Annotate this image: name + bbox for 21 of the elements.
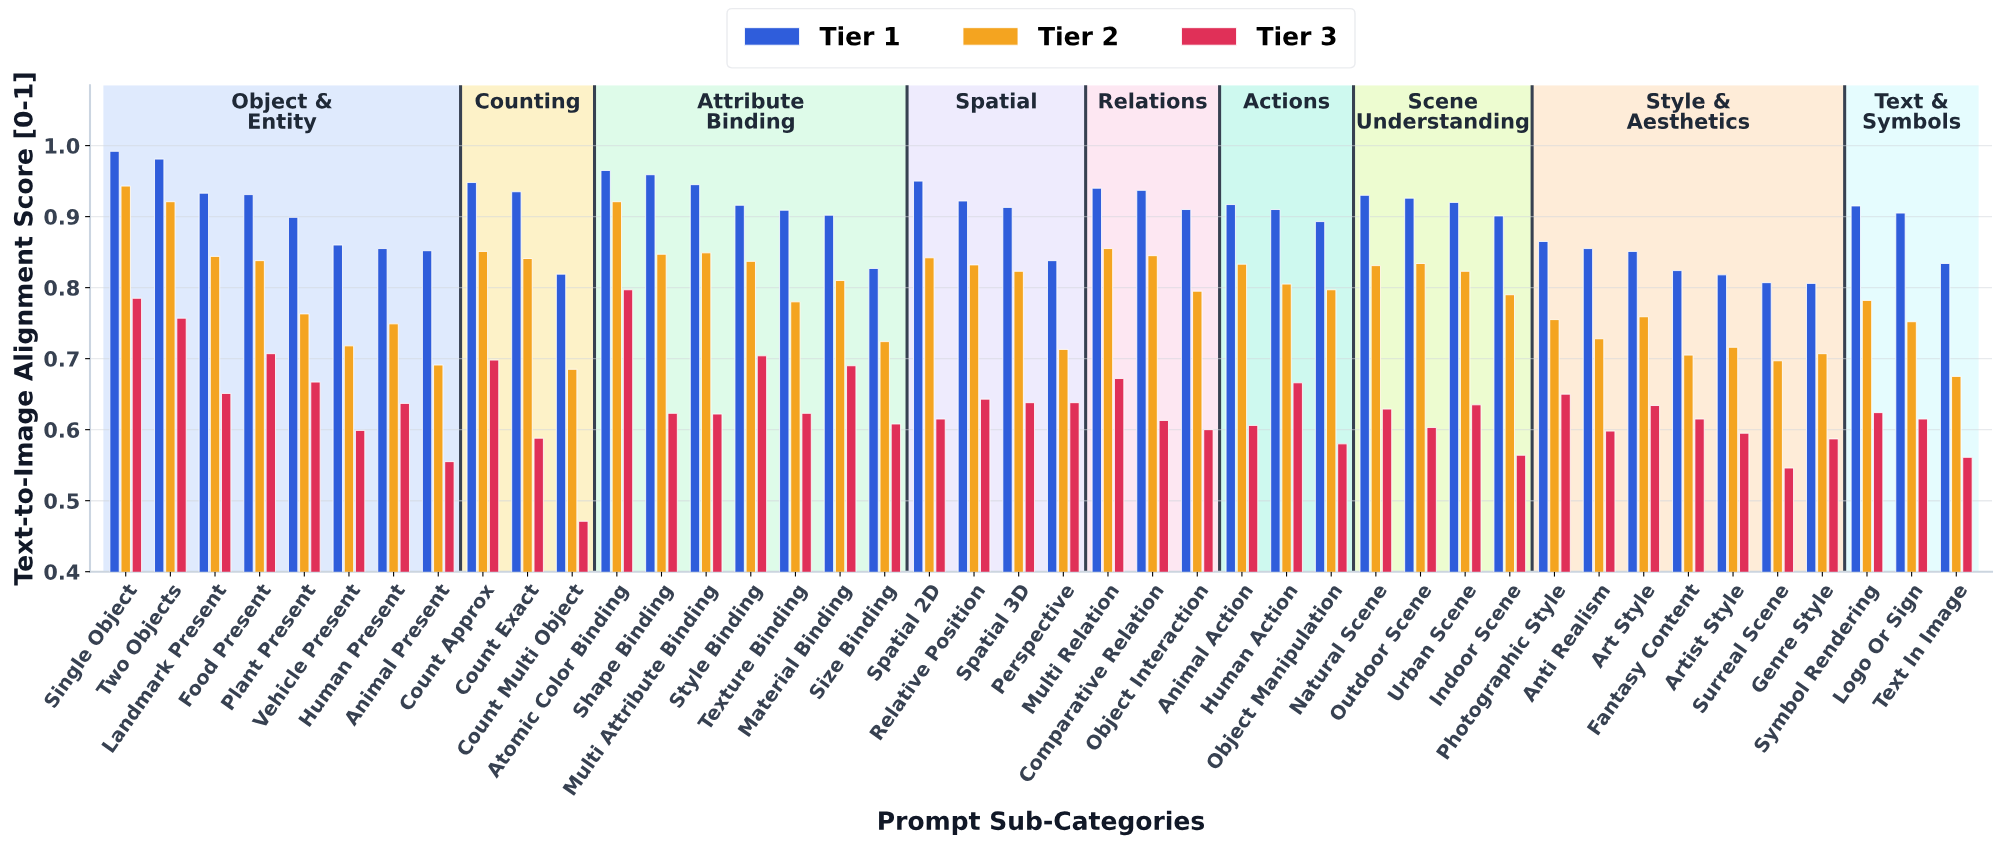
band-label: Style & Aesthetics xyxy=(1626,92,1750,129)
band-label: Attribute Binding xyxy=(697,92,804,134)
y-tick-label: 0.4 xyxy=(44,564,80,580)
y-tick-label: 1.0 xyxy=(45,138,80,154)
y-axis-title: Text-to-Image Alignment Score [0-1] xyxy=(13,73,38,586)
band-label: Object & Entity xyxy=(232,92,332,134)
band-label: Relations xyxy=(1099,92,1207,109)
band-label: Text & Symbols xyxy=(1863,92,1961,134)
x-axis-title: Prompt Sub-Categories xyxy=(879,810,1205,836)
band-label: Spatial xyxy=(956,92,1036,113)
band-label: Actions xyxy=(1243,92,1330,109)
y-tick-label: 0.9 xyxy=(44,209,79,225)
legend-label: Tier 1 xyxy=(819,26,899,46)
legend-label: Tier 3 xyxy=(1256,26,1336,46)
y-tick-label: 0.5 xyxy=(44,493,79,509)
band-label: Counting xyxy=(475,92,579,113)
legend-label: Tier 2 xyxy=(1038,26,1117,46)
y-tick-label: 0.8 xyxy=(44,280,79,296)
y-tick-label: 0.7 xyxy=(44,351,79,367)
y-tick-label: 0.6 xyxy=(44,422,80,438)
band-label: Scene Understanding xyxy=(1357,92,1529,134)
